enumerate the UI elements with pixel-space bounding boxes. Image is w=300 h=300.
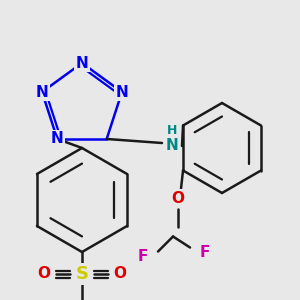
Text: S: S xyxy=(76,265,88,283)
Text: O: O xyxy=(113,266,127,281)
Text: N: N xyxy=(76,56,88,70)
Text: F: F xyxy=(138,249,148,264)
Text: N: N xyxy=(51,131,64,146)
Text: N: N xyxy=(116,85,128,100)
Text: O: O xyxy=(38,266,50,281)
Text: F: F xyxy=(200,245,210,260)
Text: N: N xyxy=(166,139,178,154)
Text: N: N xyxy=(36,85,48,100)
Text: H: H xyxy=(167,124,177,137)
Text: O: O xyxy=(172,191,184,206)
